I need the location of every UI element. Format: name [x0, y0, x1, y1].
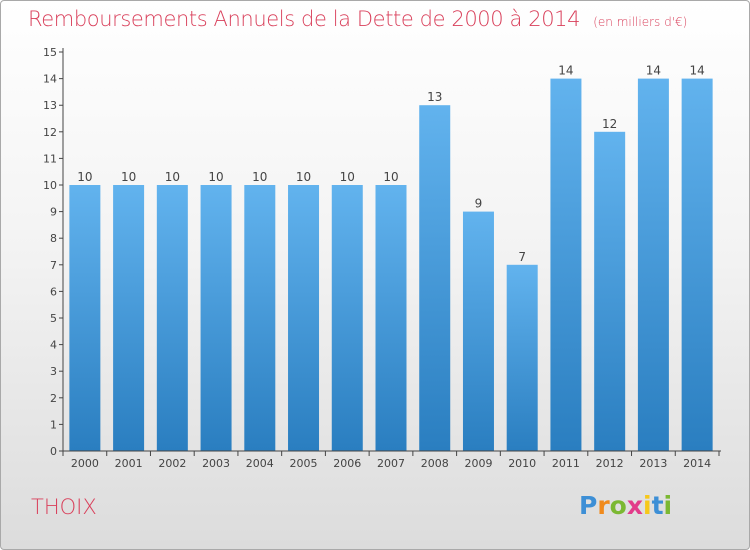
bars-group: 10 10 10 10 10 10 10 10 13 9 7 14 12 14 14: [69, 64, 713, 452]
x-tick-label: 2012: [596, 457, 624, 470]
y-tick-label: 6: [50, 285, 57, 298]
chart-unit-label: (en milliers d'€): [593, 15, 688, 29]
bar: [156, 185, 188, 451]
bar: [550, 78, 582, 451]
y-tick-label: 5: [50, 312, 57, 325]
bar-value-label: 10: [252, 170, 267, 184]
y-tick-label: 4: [50, 339, 57, 352]
bar-value-label: 10: [296, 170, 311, 184]
x-tick-label: 2013: [639, 457, 667, 470]
logo-letter: x: [626, 491, 643, 520]
bar-value-label: 10: [383, 170, 398, 184]
y-tick-label: 9: [50, 206, 57, 219]
bar-value-label: 14: [646, 64, 661, 78]
x-tick-label: 2004: [246, 457, 274, 470]
y-tick-label: 14: [43, 73, 57, 86]
bar-value-label: 10: [165, 170, 180, 184]
bar-value-label: 9: [475, 197, 483, 211]
logo-letter: P: [579, 491, 598, 520]
bar: [69, 185, 101, 451]
logo-letter: o: [609, 491, 627, 520]
x-tick-label: 2010: [508, 457, 536, 470]
bar: [244, 185, 276, 451]
x-tick-label: 2005: [290, 457, 318, 470]
bar: [681, 78, 713, 451]
x-tick-label: 2009: [464, 457, 492, 470]
y-tick-label: 13: [43, 99, 57, 112]
logo-letter: t: [651, 491, 664, 520]
commune-name: THOIX: [31, 495, 97, 519]
bar-value-label: 10: [77, 170, 92, 184]
bar: [200, 185, 232, 451]
bar: [506, 264, 538, 451]
x-tick-label: 2003: [202, 457, 230, 470]
bar-value-label: 7: [518, 250, 526, 264]
x-tick-label: 2014: [683, 457, 711, 470]
y-tick-label: 15: [43, 46, 57, 59]
logo-letter: i: [643, 491, 652, 520]
x-tick-label: 2000: [71, 457, 99, 470]
y-tick-label: 7: [50, 259, 57, 272]
bar-value-label: 14: [558, 64, 573, 78]
bar: [594, 131, 626, 452]
bar-value-label: 14: [689, 64, 704, 78]
y-tick-label: 11: [43, 152, 57, 165]
chart-title: Remboursements Annuels de la Dette de 20…: [28, 7, 687, 31]
y-tick-label: 0: [50, 445, 57, 458]
bar: [288, 185, 320, 451]
x-tick-label: 2002: [158, 457, 186, 470]
x-tick-label: 2006: [333, 457, 361, 470]
bar: [375, 185, 407, 451]
bar: [419, 105, 451, 451]
y-tick-label: 12: [43, 126, 57, 139]
y-tick-label: 3: [50, 365, 57, 378]
x-axis: 2000 2001 2002 2003 2004 2005 2006 2007 2008 2009…: [62, 450, 721, 470]
chart-title-text: Remboursements Annuels de la Dette de 20…: [28, 7, 581, 31]
x-tick-label: 2001: [115, 457, 143, 470]
bar-value-label: 10: [340, 170, 355, 184]
x-tick-label: 2007: [377, 457, 405, 470]
x-tick-label: 2008: [421, 457, 449, 470]
bar-value-label: 10: [121, 170, 136, 184]
y-tick-label: 10: [43, 179, 57, 192]
y-tick-label: 1: [50, 418, 57, 431]
bar-value-label: 13: [427, 90, 442, 104]
y-tick-label: 8: [50, 232, 57, 245]
logo-letter: i: [663, 491, 673, 520]
x-tick-label: 2011: [552, 457, 580, 470]
y-tick-label: 2: [50, 392, 57, 405]
bar-value-label: 12: [602, 117, 617, 131]
bar: [462, 211, 494, 451]
logo-letter: r: [597, 491, 610, 520]
proxiti-logo[interactable]: Proxiti: [579, 491, 672, 520]
bar-value-label: 10: [208, 170, 223, 184]
bar: [331, 185, 363, 451]
bar: [637, 78, 669, 451]
bar: [113, 185, 145, 451]
